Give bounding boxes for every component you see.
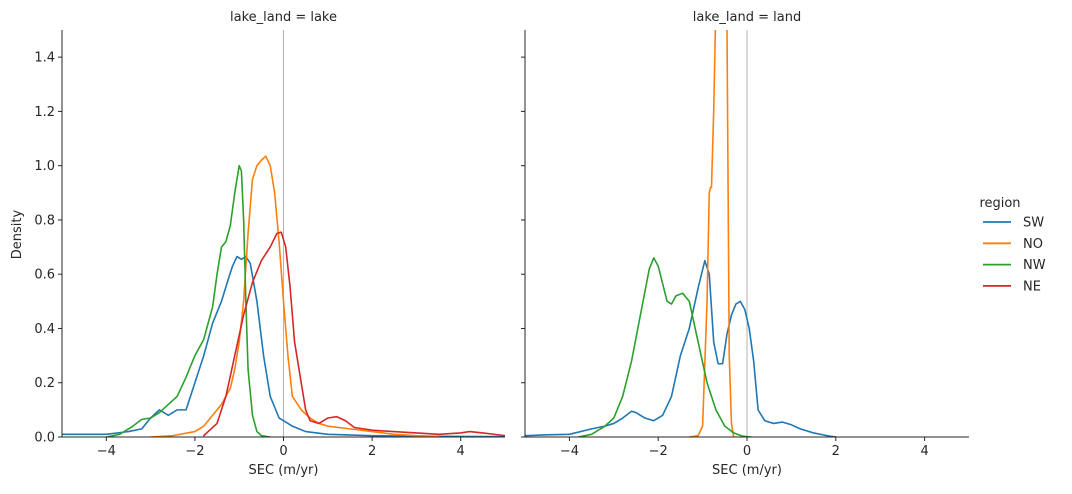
legend-label: NW [1023, 258, 1046, 273]
facet-title: lake_land = land [693, 10, 801, 25]
legend-label: SW [1023, 216, 1044, 231]
series-line-nw [577, 257, 753, 437]
legend-label: NE [1023, 279, 1041, 294]
x-tick-label: −4 [97, 444, 116, 459]
y-tick-label: 0.6 [34, 268, 55, 283]
series-line-no [688, 30, 735, 437]
y-tick-label: 1.0 [34, 159, 55, 174]
x-axis-label: SEC (m/yr) [712, 463, 782, 478]
x-axis-label: SEC (m/yr) [249, 463, 319, 478]
legend-item-no: NO [983, 237, 1043, 252]
y-tick-label: 0.8 [34, 213, 55, 228]
x-tick-label: 4 [457, 444, 465, 459]
series-group [525, 30, 837, 437]
panel-1: −4 −2 0 2 4 lake_land = land SEC (m/yr) [521, 10, 969, 478]
legend: region SW NO NW NE [979, 196, 1045, 294]
series-group [62, 155, 505, 437]
y-tick-label: 0.4 [34, 322, 55, 337]
x-tick-label: 4 [920, 444, 928, 459]
x-tick-label: −2 [185, 444, 204, 459]
series-line-nw [105, 164, 272, 437]
legend-label: NO [1023, 237, 1043, 252]
x-tick-label: −2 [649, 444, 668, 459]
panels-layer: −4 −2 0 2 4 0.0 0.2 0.4 0.6 0.8 1.0 1.2 1.4 lake_land… [10, 10, 969, 478]
x-tick-label: 2 [832, 444, 840, 459]
legend-item-nw: NW [983, 258, 1046, 273]
legend-item-sw: SW [983, 216, 1044, 231]
series-line-no [149, 155, 440, 437]
y-tick-label: 1.4 [34, 51, 55, 66]
x-tick-label: 0 [279, 444, 287, 459]
y-tick-label: 0.0 [34, 431, 55, 446]
legend-item-ne: NE [983, 279, 1041, 294]
facet-title: lake_land = lake [230, 10, 337, 25]
y-axis-label: Density [10, 209, 25, 259]
legend-title: region [979, 196, 1020, 211]
y-tick-label: 0.2 [34, 376, 55, 391]
y-tick-label: 1.2 [34, 105, 55, 120]
x-tick-label: 2 [368, 444, 376, 459]
x-tick-label: −4 [560, 444, 579, 459]
x-tick-label: 0 [743, 444, 751, 459]
series-line-ne [202, 231, 505, 437]
panel-0: −4 −2 0 2 4 0.0 0.2 0.4 0.6 0.8 1.0 1.2 1.4 lake_land… [10, 10, 505, 478]
series-line-sw [525, 259, 837, 437]
